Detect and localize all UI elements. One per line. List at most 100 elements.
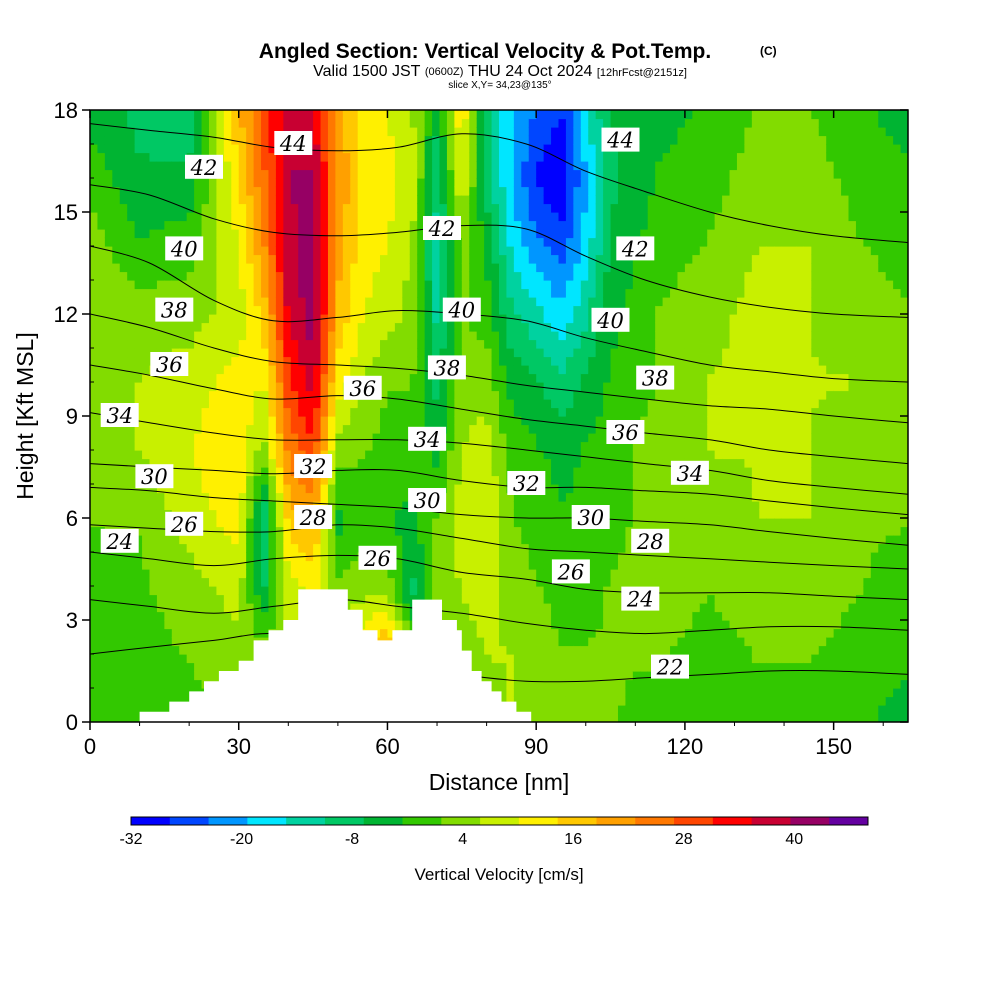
velocity-cell — [327, 322, 336, 332]
velocity-cell — [417, 237, 426, 247]
velocity-cell — [491, 475, 500, 485]
velocity-cell — [298, 305, 307, 315]
velocity-cell — [342, 467, 351, 477]
velocity-cell — [528, 611, 537, 621]
velocity-cell — [201, 144, 210, 154]
velocity-cell — [402, 535, 411, 545]
velocity-cell — [513, 288, 522, 298]
velocity-cell — [156, 178, 165, 188]
velocity-cell — [536, 382, 545, 392]
velocity-cell — [313, 356, 322, 366]
velocity-cell — [149, 526, 158, 536]
velocity-cell — [119, 518, 128, 528]
velocity-cell — [565, 169, 574, 179]
velocity-cell — [573, 186, 582, 196]
velocity-cell — [97, 305, 106, 315]
velocity-cell — [603, 705, 612, 715]
velocity-cell — [149, 586, 158, 596]
velocity-cell — [484, 543, 493, 553]
velocity-cell — [201, 603, 210, 613]
velocity-cell — [327, 263, 336, 273]
velocity-cell — [365, 254, 374, 264]
velocity-cell — [268, 535, 277, 545]
velocity-cell — [283, 297, 292, 307]
velocity-cell — [357, 237, 366, 247]
velocity-cell — [305, 246, 314, 256]
velocity-cell — [372, 467, 381, 477]
velocity-cell — [506, 458, 515, 468]
velocity-cell — [499, 654, 508, 664]
velocity-cell — [290, 288, 299, 298]
velocity-cell — [417, 373, 426, 383]
velocity-cell — [223, 110, 232, 120]
velocity-cell — [134, 169, 143, 179]
velocity-cell — [149, 628, 158, 638]
velocity-cell — [543, 254, 552, 264]
velocity-cell — [283, 577, 292, 587]
velocity-cell — [231, 450, 240, 460]
velocity-cell — [246, 603, 255, 613]
velocity-cell — [499, 186, 508, 196]
velocity-cell — [521, 382, 530, 392]
velocity-cell — [238, 135, 247, 145]
velocity-cell — [499, 526, 508, 536]
velocity-cell — [551, 169, 560, 179]
velocity-cell — [90, 365, 99, 375]
velocity-cell — [394, 543, 403, 553]
velocity-cell — [573, 144, 582, 154]
velocity-cell — [424, 331, 433, 341]
velocity-cell — [335, 322, 344, 332]
velocity-cell — [551, 484, 560, 494]
velocity-cell — [454, 331, 463, 341]
velocity-cell — [476, 186, 485, 196]
velocity-cell — [119, 441, 128, 451]
velocity-cell — [112, 382, 121, 392]
velocity-cell — [142, 492, 151, 502]
velocity-cell — [573, 603, 582, 613]
velocity-cell — [536, 365, 545, 375]
velocity-cell — [208, 288, 218, 298]
velocity-cell — [335, 203, 344, 213]
velocity-cell — [469, 280, 478, 290]
velocity-cell — [432, 552, 441, 562]
velocity-cell — [461, 110, 470, 120]
velocity-cell — [268, 594, 277, 604]
velocity-cell — [380, 365, 389, 375]
velocity-cell — [119, 195, 128, 205]
velocity-cell — [335, 501, 344, 511]
velocity-cell — [573, 441, 582, 451]
velocity-cell — [342, 475, 351, 485]
velocity-cell — [573, 407, 582, 417]
velocity-cell — [565, 288, 574, 298]
velocity-cell — [461, 433, 470, 443]
velocity-cell — [580, 356, 589, 366]
velocity-cell — [432, 382, 441, 392]
velocity-cell — [208, 280, 218, 290]
velocity-cell — [357, 195, 366, 205]
velocity-cell — [543, 416, 552, 426]
velocity-cell — [476, 492, 485, 502]
velocity-cell — [565, 314, 574, 324]
velocity-cell — [528, 365, 537, 375]
velocity-cell — [298, 382, 307, 392]
velocity-cell — [588, 628, 597, 638]
velocity-cell — [208, 178, 218, 188]
velocity-cell — [380, 135, 389, 145]
velocity-cell — [223, 356, 232, 366]
velocity-cell — [521, 433, 530, 443]
velocity-cell — [156, 416, 165, 426]
velocity-cell — [275, 322, 284, 332]
velocity-cell — [573, 688, 582, 698]
velocity-cell — [365, 229, 374, 239]
velocity-cell — [134, 586, 143, 596]
velocity-cell — [536, 314, 545, 324]
velocity-cell — [476, 535, 485, 545]
velocity-cell — [97, 229, 106, 239]
velocity-cell — [186, 594, 195, 604]
velocity-cell — [149, 144, 158, 154]
velocity-cell — [454, 450, 463, 460]
velocity-cell — [305, 348, 314, 358]
velocity-cell — [171, 535, 180, 545]
velocity-cell — [305, 399, 314, 409]
velocity-cell — [380, 305, 389, 315]
